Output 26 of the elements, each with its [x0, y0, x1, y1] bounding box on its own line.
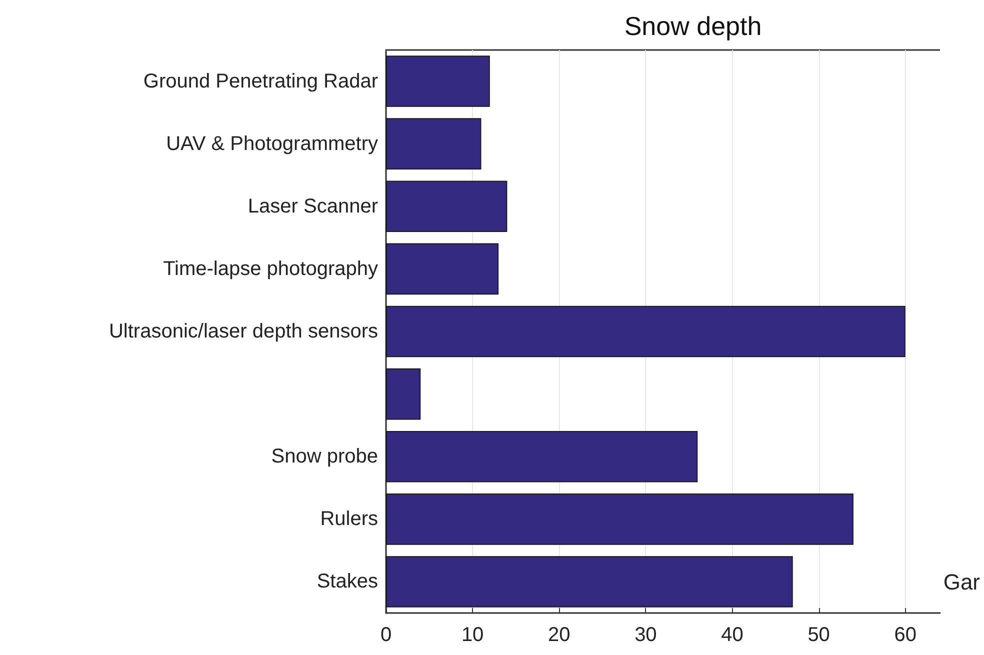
x-tick-label: 20 — [548, 624, 570, 646]
y-tick-label: UAV & Photogrammetry — [166, 132, 378, 155]
y-tick-label: Laser Scanner — [248, 195, 378, 218]
y-tick-label: Snow probe — [271, 446, 378, 468]
x-tick-label: 50 — [808, 624, 830, 646]
bar — [386, 430, 698, 482]
bar — [386, 306, 906, 358]
y-tick-label: Ultrasonic/laser depth sensors — [108, 320, 378, 342]
bar — [386, 56, 490, 107]
x-tick-label: 60 — [894, 624, 916, 646]
bar — [386, 556, 793, 608]
bar — [386, 118, 482, 170]
bar — [386, 368, 421, 420]
bar — [386, 243, 499, 295]
text: Gar — [943, 570, 980, 594]
bar — [386, 494, 854, 545]
y-tick-label: Ground Penetrating Radar — [143, 70, 378, 92]
x-tick-label: 0 — [380, 624, 392, 646]
x-tick-label: 40 — [721, 624, 744, 646]
bar — [386, 180, 508, 232]
chart-title: Snow depth — [624, 11, 762, 41]
y-tick-label: Rulers — [320, 508, 378, 530]
x-tick-label: 30 — [634, 624, 657, 646]
y-tick-label: Time-lapse photography — [163, 258, 378, 280]
y-tick-label: Stakes — [316, 570, 378, 593]
x-tick-label: 10 — [461, 624, 484, 646]
